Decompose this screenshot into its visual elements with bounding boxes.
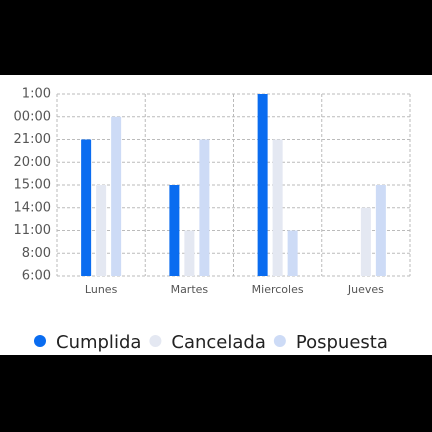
- bar: [169, 185, 180, 276]
- y-tick-label: 20:00: [14, 155, 51, 170]
- x-tick-label: Miercoles: [252, 283, 304, 296]
- y-tick-label: 1:00: [22, 87, 51, 102]
- y-tick-label: 15:00: [14, 178, 51, 193]
- y-tick-label: 11:00: [14, 223, 51, 238]
- bar: [184, 230, 195, 276]
- y-tick-label: 8:00: [22, 246, 51, 261]
- bar: [287, 230, 298, 276]
- bar: [81, 139, 92, 276]
- bar: [96, 185, 107, 276]
- y-tick-label: 21:00: [14, 132, 51, 147]
- x-tick-label: Jueves: [347, 283, 384, 296]
- bar: [375, 185, 386, 276]
- x-tick-label: Lunes: [85, 283, 118, 296]
- legend-marker: [149, 335, 162, 347]
- bar: [257, 94, 268, 276]
- bar: [360, 207, 371, 276]
- legend-label: Cancelada: [171, 332, 265, 353]
- bar: [199, 139, 210, 276]
- legend-marker: [273, 335, 286, 347]
- legend-label: Cumplida: [56, 332, 141, 353]
- bar: [272, 139, 283, 276]
- legend-marker: [34, 335, 46, 347]
- legend-label: Pospuesta: [296, 332, 388, 353]
- y-tick-label: 14:00: [14, 200, 51, 215]
- y-tick-label: 00:00: [14, 109, 51, 124]
- x-tick-label: Martes: [171, 283, 209, 296]
- y-tick-label: 6:00: [22, 269, 51, 284]
- bar: [111, 116, 122, 276]
- panel: [0, 75, 432, 355]
